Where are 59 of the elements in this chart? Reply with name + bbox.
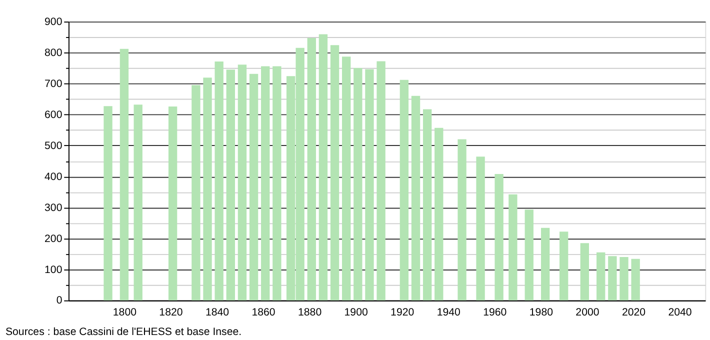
bar [238, 64, 247, 300]
bar [330, 45, 340, 300]
bar [540, 228, 550, 300]
bar [104, 106, 112, 300]
bar [376, 61, 386, 300]
bar [411, 96, 420, 300]
y-tick-label: 100 [44, 264, 62, 276]
x-tick-label: 1840 [205, 306, 230, 318]
x-tick-label: 1880 [298, 306, 322, 318]
bar [631, 258, 640, 300]
bar [226, 70, 235, 300]
x-tick-label: 1820 [159, 306, 183, 318]
bar [476, 156, 485, 300]
y-tick-label: 700 [44, 78, 62, 90]
y-tick-label: 600 [44, 108, 62, 121]
x-tick-label: 1980 [529, 306, 554, 318]
bar [354, 68, 362, 300]
y-tick-label: 900 [44, 16, 62, 28]
bar [560, 232, 568, 300]
x-tick-label: 1860 [252, 306, 276, 318]
bar [608, 256, 617, 300]
bar [214, 62, 224, 300]
y-tick-label: 500 [44, 140, 62, 152]
bar [400, 80, 409, 300]
bar [508, 194, 518, 300]
bar [249, 74, 258, 300]
bar [307, 38, 316, 300]
y-tick-label: 800 [44, 46, 62, 59]
bar [318, 34, 328, 300]
x-tick-label: 1940 [436, 306, 461, 318]
bar [272, 66, 282, 300]
bar [596, 252, 606, 300]
x-tick-label: 1920 [390, 306, 414, 318]
bar [580, 243, 590, 300]
source-note: Sources : base Cassini de l'EHESS et base Insee. [5, 326, 242, 338]
bar [120, 48, 129, 300]
bar [422, 109, 432, 300]
bar [365, 69, 374, 300]
y-tick-label: 200 [44, 232, 62, 245]
bar [434, 128, 444, 300]
x-tick-label: 1960 [483, 306, 507, 318]
bar [458, 139, 466, 300]
bar [168, 106, 178, 300]
bar [203, 78, 212, 300]
bar [620, 257, 628, 300]
y-tick-label: 300 [44, 202, 62, 214]
x-tick-label: 2000 [576, 306, 600, 318]
bar [192, 85, 200, 300]
bar [342, 56, 351, 300]
x-tick-label: 2020 [622, 306, 646, 318]
x-tick-label: 2040 [668, 306, 692, 318]
bar [134, 104, 142, 300]
x-tick-label: 1900 [344, 306, 368, 318]
y-tick-label: 0 [56, 294, 62, 307]
y-tick-label: 400 [44, 170, 62, 183]
bar [261, 66, 270, 300]
bar [524, 210, 534, 300]
x-tick-label: 1800 [112, 306, 137, 318]
bar [494, 174, 504, 300]
